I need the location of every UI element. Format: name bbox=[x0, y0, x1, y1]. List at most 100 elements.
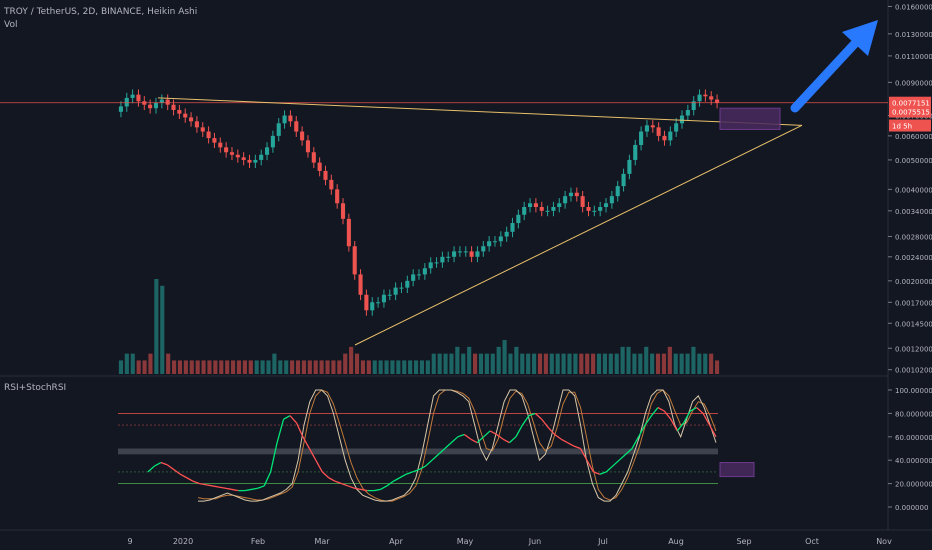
volume-bar bbox=[596, 353, 602, 374]
volume-bar bbox=[655, 353, 661, 374]
volume-bar bbox=[591, 353, 596, 374]
candles bbox=[118, 89, 720, 316]
rsi-segment bbox=[386, 480, 394, 487]
volume-bar bbox=[473, 353, 478, 374]
volume-bar bbox=[709, 353, 714, 374]
volume-bar bbox=[160, 285, 165, 374]
volume-bar bbox=[620, 346, 625, 374]
candle-body bbox=[615, 186, 620, 197]
candle-body bbox=[276, 123, 281, 136]
candle-body bbox=[463, 251, 468, 253]
price-tick-label: 0.0020000 bbox=[895, 278, 932, 286]
candle-body bbox=[639, 131, 644, 145]
rsi-segment bbox=[160, 461, 168, 466]
rsi-segment bbox=[231, 488, 239, 492]
candle-body bbox=[539, 207, 544, 211]
candle-body bbox=[370, 302, 375, 311]
price-badge-label: 0.0075515 bbox=[892, 109, 930, 117]
rsi-segment bbox=[192, 480, 200, 485]
candle-body bbox=[533, 203, 538, 208]
volume-bar bbox=[396, 360, 401, 374]
volume-bar bbox=[290, 360, 295, 374]
axes: 0.0160000 0.0130000 0.0110000 0.0090000 0.00… bbox=[127, 3, 932, 546]
volume-bar bbox=[384, 360, 389, 374]
rsi-segment bbox=[251, 487, 258, 491]
rsi-segment bbox=[593, 471, 601, 475]
rsi-segment bbox=[444, 442, 452, 449]
candle-body bbox=[668, 131, 673, 141]
rsi-segment bbox=[425, 459, 433, 467]
price-tick-label: 0.0012000 bbox=[895, 345, 932, 353]
volume-bar bbox=[573, 353, 578, 374]
volume-bar bbox=[561, 353, 566, 374]
rsi-segment bbox=[644, 415, 652, 426]
rsi-segment bbox=[567, 442, 575, 447]
candle-body bbox=[253, 159, 258, 163]
rsi-segment bbox=[509, 436, 517, 444]
candle-body bbox=[621, 173, 626, 187]
rsi-segment bbox=[334, 480, 342, 485]
volume-bar bbox=[354, 353, 360, 374]
volume-bar bbox=[602, 353, 607, 374]
candle-body bbox=[165, 99, 170, 105]
price-badge bbox=[889, 119, 931, 132]
rsi-segment bbox=[534, 412, 543, 420]
volume-bar bbox=[225, 360, 230, 374]
candle-body bbox=[218, 142, 223, 148]
price-tick-label: 0.0040000 bbox=[895, 186, 932, 194]
volume-bar bbox=[325, 360, 330, 374]
price-tick-label: 0.0024000 bbox=[895, 254, 932, 262]
overlays bbox=[0, 20, 888, 346]
volume-bar bbox=[130, 353, 135, 374]
volume-bar bbox=[626, 346, 631, 374]
candle-body bbox=[153, 102, 159, 109]
candle-body bbox=[335, 189, 340, 204]
candle-body bbox=[557, 203, 562, 208]
candle-body bbox=[136, 94, 141, 102]
rsi-segment bbox=[283, 415, 291, 420]
rsi-segment bbox=[302, 436, 310, 449]
volume-bar bbox=[632, 353, 637, 374]
rsi-segment bbox=[457, 433, 465, 438]
time-tick-label: Aug bbox=[668, 537, 684, 546]
candle-body bbox=[481, 246, 486, 252]
rsi-segment bbox=[696, 407, 704, 414]
volume-bar bbox=[301, 360, 306, 374]
candle-body bbox=[212, 138, 217, 143]
rsi-segment bbox=[702, 413, 711, 426]
volume-bar bbox=[172, 360, 177, 374]
candle-body bbox=[469, 251, 474, 257]
candle-body bbox=[159, 99, 164, 103]
rsi-segment bbox=[341, 482, 349, 487]
volume-bar bbox=[242, 360, 247, 374]
stoch-d-line bbox=[197, 389, 717, 502]
candle-body bbox=[498, 236, 503, 242]
candle-body bbox=[130, 94, 135, 98]
candle-body bbox=[592, 210, 597, 212]
rsi-segment bbox=[579, 448, 588, 461]
candle-body bbox=[264, 147, 270, 155]
rsi-segment bbox=[276, 419, 285, 443]
indicator-tick-label: 100.000000 bbox=[895, 387, 932, 395]
candle-body bbox=[452, 251, 457, 257]
candle-body bbox=[703, 94, 708, 97]
rsi-segment bbox=[631, 436, 640, 449]
rsi-segment bbox=[586, 459, 594, 473]
rsi-segment bbox=[199, 482, 207, 486]
volume-bar bbox=[679, 353, 684, 374]
rsi-segment bbox=[295, 422, 304, 438]
volume-bar bbox=[532, 353, 537, 374]
candle-body bbox=[691, 101, 696, 110]
volume-bar bbox=[526, 353, 531, 374]
candle-body bbox=[510, 223, 515, 232]
rsi-segment bbox=[605, 465, 614, 473]
rsi-segment bbox=[683, 410, 691, 424]
rsi-segment bbox=[676, 422, 685, 432]
rsi-segment bbox=[438, 448, 446, 455]
rsi-segment bbox=[618, 453, 627, 461]
candle-body bbox=[148, 104, 153, 109]
volume-bar bbox=[496, 346, 501, 374]
volume-bar bbox=[284, 360, 289, 374]
